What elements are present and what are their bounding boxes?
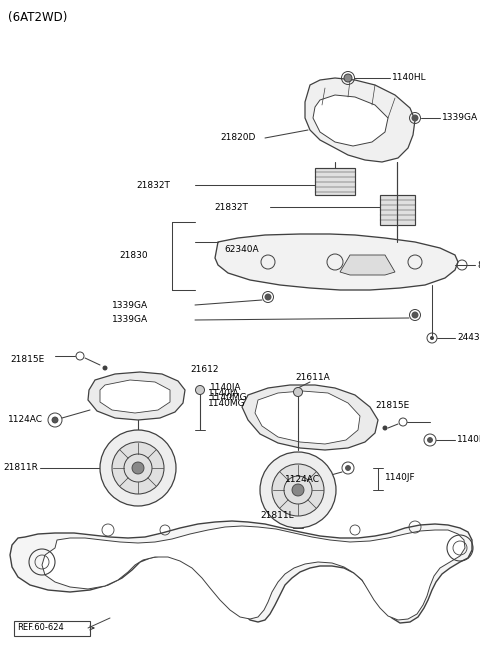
Polygon shape (100, 380, 170, 413)
Text: 21611A: 21611A (295, 373, 330, 383)
Text: 84149B: 84149B (477, 261, 480, 269)
Circle shape (103, 365, 108, 371)
Circle shape (264, 293, 272, 301)
Polygon shape (215, 234, 458, 290)
Text: 1339GA: 1339GA (442, 113, 478, 122)
Polygon shape (242, 385, 378, 450)
Polygon shape (315, 168, 355, 195)
Circle shape (383, 426, 387, 430)
Text: 21811R: 21811R (3, 464, 38, 472)
Circle shape (260, 452, 336, 528)
Text: 21811L: 21811L (260, 510, 294, 519)
Text: 1124AC: 1124AC (285, 476, 320, 485)
Text: 1124AC: 1124AC (8, 415, 43, 424)
Circle shape (195, 386, 204, 394)
Text: 1140EU: 1140EU (457, 436, 480, 445)
Text: 21815E: 21815E (375, 400, 409, 409)
Circle shape (112, 442, 164, 494)
Circle shape (292, 484, 304, 496)
Text: 1140HL: 1140HL (392, 73, 427, 83)
Circle shape (293, 388, 302, 396)
Circle shape (100, 430, 176, 506)
Circle shape (132, 462, 144, 474)
Circle shape (411, 312, 419, 318)
Circle shape (346, 466, 350, 470)
Text: 21830: 21830 (120, 252, 148, 261)
Polygon shape (42, 526, 465, 620)
Polygon shape (305, 78, 415, 162)
Text: REF.60-624: REF.60-624 (17, 624, 64, 633)
Polygon shape (88, 372, 185, 420)
Polygon shape (313, 95, 388, 146)
Text: 62340A: 62340A (224, 246, 259, 255)
Polygon shape (255, 391, 360, 444)
Circle shape (428, 438, 432, 443)
Circle shape (344, 74, 352, 82)
Polygon shape (340, 255, 395, 275)
Text: 1140MG: 1140MG (208, 398, 246, 407)
Text: 1140MG: 1140MG (210, 394, 248, 403)
Polygon shape (10, 521, 472, 623)
Text: 21815E: 21815E (10, 356, 44, 364)
Circle shape (411, 115, 419, 121)
Polygon shape (380, 195, 415, 225)
Text: 21612: 21612 (190, 365, 218, 375)
Text: 1140JA: 1140JA (208, 388, 240, 398)
Text: 1339GA: 1339GA (112, 301, 148, 310)
Text: 21832T: 21832T (214, 202, 248, 212)
Text: 1339GA: 1339GA (112, 316, 148, 324)
Text: 21832T: 21832T (136, 181, 170, 189)
Text: 21820D: 21820D (220, 134, 255, 143)
Text: 24433: 24433 (457, 333, 480, 343)
Circle shape (52, 417, 58, 423)
Text: (6AT2WD): (6AT2WD) (8, 12, 67, 24)
Text: 1140JA: 1140JA (210, 383, 241, 392)
Circle shape (430, 336, 434, 340)
Text: 1140JF: 1140JF (385, 474, 416, 483)
Circle shape (272, 464, 324, 516)
